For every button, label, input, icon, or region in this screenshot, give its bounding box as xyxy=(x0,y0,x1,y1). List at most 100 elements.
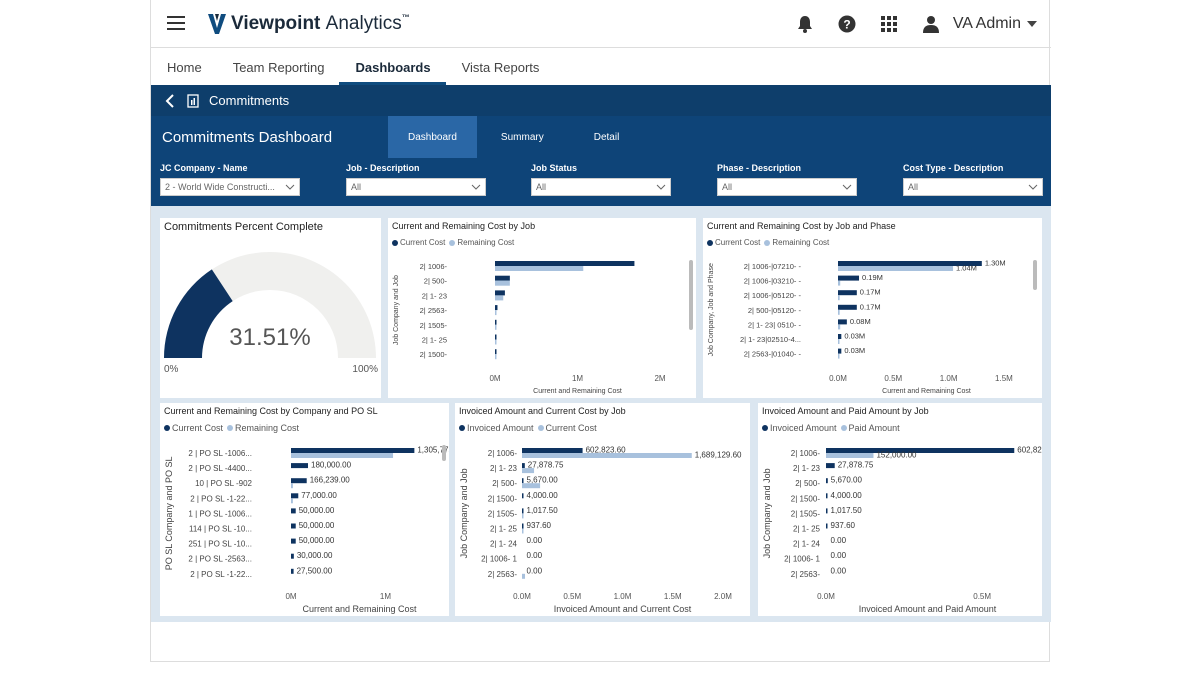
category-label: 2| 1- 23 xyxy=(422,291,447,300)
chart-title: Current and Remaining Cost by Job xyxy=(392,221,536,231)
bar xyxy=(838,261,982,266)
chevron-down-icon xyxy=(471,184,481,190)
chart-card-invoiced-current: Invoiced Amount and Current Cost by Job … xyxy=(455,403,750,616)
logo[interactable]: Viewpoint Analytics™ xyxy=(207,12,410,36)
user-name[interactable]: VA Admin xyxy=(952,15,1021,32)
app-window: Viewpoint Analytics™ ? VA Admin xyxy=(150,0,1051,662)
scrollbar[interactable] xyxy=(442,445,446,461)
chart-title: Current and Remaining Cost by Job and Ph… xyxy=(707,221,896,231)
bar xyxy=(495,319,497,325)
filter-cost-type-select[interactable]: All xyxy=(903,178,1043,196)
category-label: 2| 1505- xyxy=(791,509,821,518)
bar xyxy=(522,468,535,474)
tick-label: 0M xyxy=(285,592,296,601)
filter-label: Cost Type - Description xyxy=(903,163,1004,173)
category-label: 2 | PO SL -4400... xyxy=(188,464,252,473)
tab-summary[interactable]: Summary xyxy=(500,132,544,143)
filter-label: Job Status xyxy=(531,163,578,173)
category-label: 2| 1- 25 xyxy=(422,336,447,345)
filter-jc-company: JC Company - Name 2 - World Wide Constru… xyxy=(160,163,300,196)
chart-legend: Current Cost Remaining Cost xyxy=(392,238,518,247)
data-label: 0.00 xyxy=(527,551,543,560)
bar xyxy=(495,290,505,296)
chart-legend: Current Cost Remaining Cost xyxy=(707,238,833,247)
report-title-bar: Commitments xyxy=(151,85,1051,116)
bar xyxy=(522,523,524,529)
data-label: 50,000.00 xyxy=(299,521,335,530)
nav-tab-dashboards[interactable]: Dashboards xyxy=(339,49,446,85)
category-label: 2| 1- 23 xyxy=(490,464,518,473)
category-label: 2| 500- xyxy=(492,479,517,488)
data-label: 0.17M xyxy=(860,302,881,311)
back-arrow-icon[interactable] xyxy=(165,93,175,108)
legend-dot xyxy=(392,239,398,246)
legend-dot xyxy=(537,425,544,431)
scrollbar[interactable] xyxy=(1033,260,1037,290)
data-label: 27,878.75 xyxy=(838,461,874,470)
chart-card-invoiced-paid: Invoiced Amount and Paid Amount by Job I… xyxy=(758,403,1042,616)
filter-cost-type: Cost Type - Description All xyxy=(903,163,1043,196)
bar xyxy=(495,305,498,311)
data-label: 4,000.00 xyxy=(831,491,863,500)
bar xyxy=(495,339,497,345)
bell-icon[interactable] xyxy=(793,12,817,36)
filter-label: Phase - Description xyxy=(717,163,802,173)
user-avatar-icon[interactable] xyxy=(919,12,943,36)
filter-jc-company-select[interactable]: 2 - World Wide Constructi... xyxy=(160,178,300,196)
chart-title: Invoiced Amount and Paid Amount by Job xyxy=(762,406,929,416)
scrollbar[interactable] xyxy=(689,260,693,330)
bar xyxy=(291,498,293,504)
bar xyxy=(291,478,307,484)
bar xyxy=(495,275,510,281)
category-label: 2| 2563- xyxy=(420,306,448,315)
top-bar: Viewpoint Analytics™ ? VA Admin xyxy=(151,0,1051,48)
filter-phase-select[interactable]: All xyxy=(717,178,857,196)
bar xyxy=(522,508,524,514)
tab-dashboard[interactable]: Dashboard xyxy=(388,116,477,158)
category-label: 2| 1006-|03210- - xyxy=(744,277,802,286)
y-axis-label: Job Company and Job xyxy=(762,468,772,558)
category-label: 2| 1- 23 xyxy=(793,464,821,473)
data-label: 27,500.00 xyxy=(297,566,333,575)
legend-label: Remaining Cost xyxy=(457,238,515,247)
data-label: 0.08M xyxy=(850,317,871,326)
data-label: 180,000.00 xyxy=(311,461,352,470)
gauge-max-label: 100% xyxy=(352,364,378,375)
category-label: 2| 1006-|05120- - xyxy=(744,291,802,300)
nav-tab-vista-reports[interactable]: Vista Reports xyxy=(461,60,540,75)
bar-chart-job-phase: 2| 1006-|07210- - 1.30M 1.04M 2| 1006-|0321… xyxy=(708,259,1013,396)
legend-dot xyxy=(840,425,847,431)
category-label: 2| 500- xyxy=(424,277,448,286)
tick-label: 0.0M xyxy=(829,374,847,383)
data-label: 50,000.00 xyxy=(299,506,335,515)
help-icon[interactable]: ? xyxy=(835,12,859,36)
gauge-card: Commitments Percent Complete 31.51% 0% 100… xyxy=(160,218,381,398)
data-label: 0.19M xyxy=(862,273,883,282)
category-label: 2| 1006- xyxy=(420,262,448,271)
chevron-down-icon xyxy=(842,184,852,190)
tick-label: 1M xyxy=(380,592,391,601)
bar xyxy=(838,334,842,339)
bar xyxy=(522,478,524,484)
bar xyxy=(826,448,1015,453)
tab-detail[interactable]: Detail xyxy=(593,132,620,143)
data-label: 5,670.00 xyxy=(527,476,559,485)
filter-job-status-select[interactable]: All xyxy=(531,178,671,196)
nav-tab-home[interactable]: Home xyxy=(167,60,202,75)
category-label: 2 | PO SL -1006... xyxy=(188,449,252,458)
category-label: 2| 2563- xyxy=(791,570,821,579)
data-label: 166,239.00 xyxy=(310,476,351,485)
hamburger-menu-icon[interactable] xyxy=(167,16,185,30)
filter-job-select[interactable]: All xyxy=(346,178,486,196)
legend-dot xyxy=(707,239,713,246)
bar xyxy=(495,261,635,266)
bar xyxy=(838,280,841,286)
apps-grid-icon[interactable] xyxy=(877,12,901,36)
bar xyxy=(495,295,504,301)
nav-tab-team-reporting[interactable]: Team Reporting xyxy=(232,60,325,75)
bar-chart-job: 2| 1006- 2| 500- 2| 1- 23 2| 2563- 2| 1505- 2… xyxy=(393,261,666,395)
category-label: 2| 1505- xyxy=(488,509,518,518)
chevron-down-icon[interactable] xyxy=(1027,21,1037,27)
category-label: 2| 1- 25 xyxy=(490,525,518,534)
bar xyxy=(838,309,840,315)
